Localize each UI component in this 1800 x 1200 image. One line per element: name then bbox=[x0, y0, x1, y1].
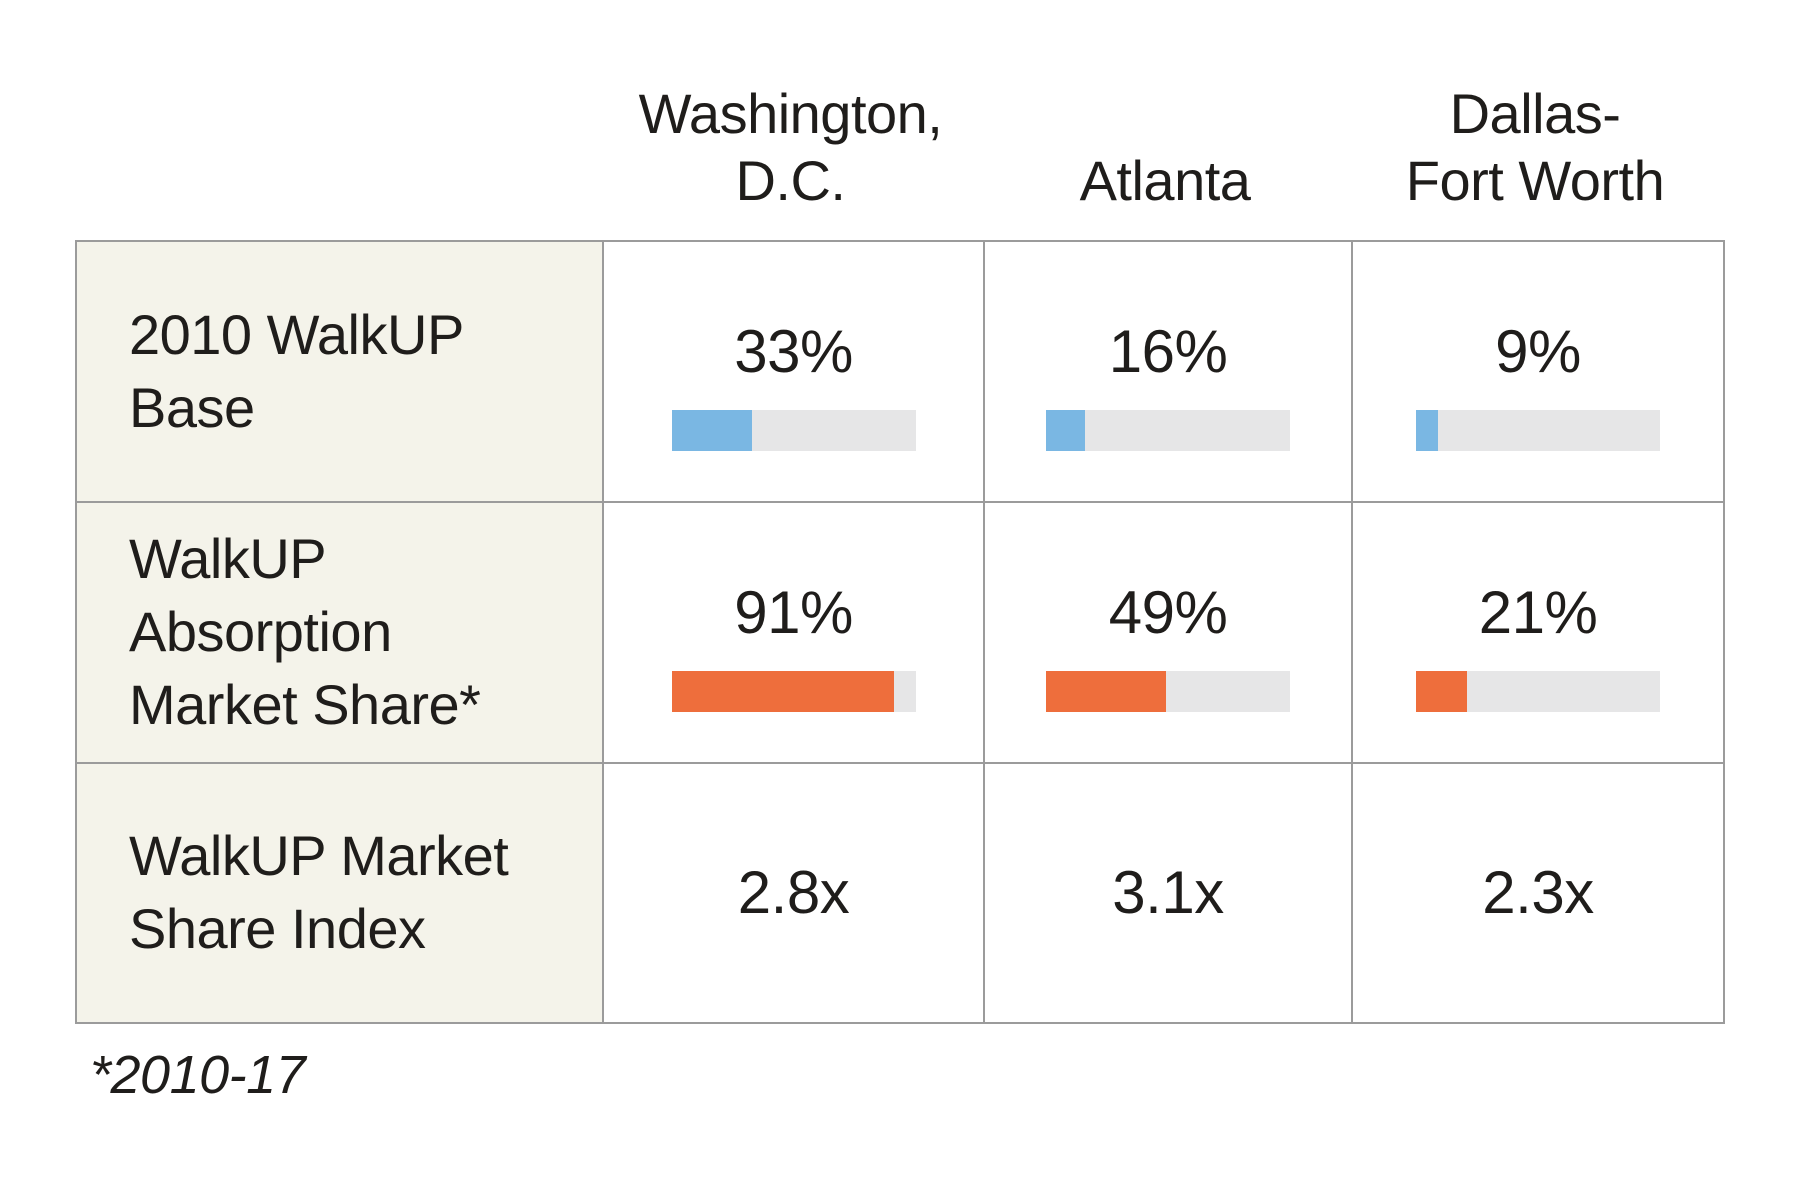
column-header-dallas-fort-worth: Dallas- Fort Worth bbox=[1349, 58, 1721, 214]
walkup-base-bar bbox=[1416, 409, 1438, 451]
absorption-share-bar bbox=[671, 670, 894, 712]
percent-value: 16% bbox=[1108, 317, 1228, 385]
cell-absorption-share-atlanta: 49% bbox=[983, 501, 1351, 762]
cell-walkup-base-atlanta: 16% bbox=[983, 242, 1351, 501]
absorption-share-bar bbox=[1046, 670, 1166, 712]
percent-value: 21% bbox=[1478, 578, 1598, 646]
cell-walkup-base-dallas-fort-worth: 9% bbox=[1351, 242, 1723, 501]
cell-walkup-base-washington-dc: 33% bbox=[602, 242, 983, 501]
column-header-row: Washington, D.C. Atlanta Dallas- Fort Wort… bbox=[0, 58, 1800, 214]
row-label-walkup-market-share-index: WalkUP Market Share Index bbox=[77, 762, 602, 1022]
bar-track bbox=[1416, 409, 1660, 451]
bar-track bbox=[1046, 409, 1290, 451]
cell-share-index-washington-dc: 2.8x bbox=[602, 762, 983, 1022]
percent-value: 49% bbox=[1108, 578, 1228, 646]
percent-value: 33% bbox=[734, 317, 853, 385]
index-value: 3.1x bbox=[1112, 859, 1224, 926]
data-table: 2010 WalkUP Base 33% 16% 9% WalkUP Absorpt… bbox=[75, 240, 1725, 1024]
row-label-2010-walkup-base: 2010 WalkUP Base bbox=[77, 242, 602, 501]
row-label-text: WalkUP Market Share Index bbox=[129, 824, 509, 960]
column-header-label: Washington, D.C. bbox=[638, 81, 943, 212]
cell-absorption-share-dallas-fort-worth: 21% bbox=[1351, 501, 1723, 762]
bar-track bbox=[671, 670, 916, 712]
bar-track bbox=[1416, 670, 1660, 712]
walkup-base-bar bbox=[1046, 409, 1086, 451]
row-label-walkup-absorption-market-share: WalkUP Absorption Market Share* bbox=[77, 501, 602, 762]
cell-share-index-atlanta: 3.1x bbox=[983, 762, 1351, 1022]
footnote: *2010-17 bbox=[90, 1045, 306, 1105]
percent-value: 91% bbox=[734, 578, 853, 646]
walkup-base-bar bbox=[671, 409, 753, 451]
bar-track bbox=[1046, 670, 1290, 712]
cell-absorption-share-washington-dc: 91% bbox=[602, 501, 983, 762]
absorption-share-bar bbox=[1416, 670, 1468, 712]
cell-share-index-dallas-fort-worth: 2.3x bbox=[1351, 762, 1723, 1022]
index-value: 2.3x bbox=[1482, 859, 1594, 926]
column-header-label: Atlanta bbox=[1079, 148, 1251, 212]
column-header-washington-dc: Washington, D.C. bbox=[600, 58, 981, 214]
bar-track bbox=[671, 409, 916, 451]
row-label-text: 2010 WalkUP Base bbox=[129, 302, 464, 439]
percent-value: 9% bbox=[1495, 317, 1581, 385]
column-header-atlanta: Atlanta bbox=[981, 58, 1349, 214]
column-header-label: Dallas- Fort Worth bbox=[1405, 81, 1665, 212]
row-label-text: WalkUP Absorption Market Share* bbox=[129, 527, 481, 736]
index-value: 2.8x bbox=[737, 859, 850, 926]
